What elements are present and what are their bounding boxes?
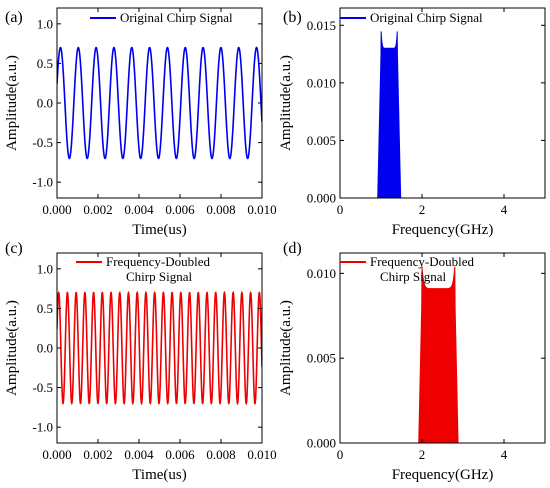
panel-label: (a) bbox=[5, 9, 23, 26]
y-tick-label: -1.0 bbox=[32, 175, 53, 190]
legend: Original Chirp Signal bbox=[340, 10, 483, 25]
y-tick-label: 0.5 bbox=[37, 301, 53, 316]
y-tick-label: 0.005 bbox=[307, 133, 336, 148]
x-tick-label: 0.004 bbox=[124, 447, 154, 462]
x-tick-label: 0.000 bbox=[42, 202, 71, 217]
plot-frame bbox=[339, 252, 546, 444]
x-tick-label: 0.002 bbox=[83, 202, 112, 217]
spectrum-area bbox=[418, 266, 459, 443]
plot-frame bbox=[56, 7, 263, 199]
panel-b: 0 2 4 0.000 0.005 0.010 0.015 Frequency(GHz) Amp… bbox=[278, 7, 546, 238]
legend-entry: Original Chirp Signal bbox=[370, 10, 483, 25]
legend: Original Chirp Signal bbox=[90, 10, 233, 25]
y-tick-label: 0.005 bbox=[307, 351, 336, 366]
y-tick-label: 0.010 bbox=[307, 75, 336, 90]
x-tick-label: 2 bbox=[419, 202, 426, 217]
y-tick-label: 0.010 bbox=[307, 266, 336, 281]
panel-label: (b) bbox=[283, 9, 302, 26]
x-axis-label: Frequency(GHz) bbox=[392, 222, 494, 238]
x-tick-label: 0.008 bbox=[206, 447, 235, 462]
panel-a: 0.000 0.002 0.004 0.006 0.008 0.010 -1.0 -0.5 0.… bbox=[4, 7, 277, 238]
x-tick-label: 0.000 bbox=[42, 447, 71, 462]
y-tick-label: 0.0 bbox=[37, 96, 53, 111]
y-tick-label: 0.5 bbox=[37, 56, 53, 71]
y-tick-label: -0.5 bbox=[32, 135, 53, 150]
spectrum-area bbox=[377, 31, 402, 198]
y-axis-label: Amplitude(a.u.) bbox=[278, 55, 294, 151]
y-tick-label: 0.000 bbox=[307, 436, 336, 451]
x-tick-label: 0.010 bbox=[247, 447, 276, 462]
legend-entry-line2: Chirp Signal bbox=[380, 269, 446, 284]
x-tick-label: 0.010 bbox=[247, 202, 276, 217]
x-axis-label: Frequency(GHz) bbox=[392, 467, 494, 483]
y-axis-label: Amplitude(a.u.) bbox=[278, 300, 294, 396]
y-axis-label: Amplitude(a.u.) bbox=[4, 300, 20, 396]
x-tick-label: 0.002 bbox=[83, 447, 112, 462]
x-tick-label: 0 bbox=[337, 447, 344, 462]
x-tick-label: 2 bbox=[419, 447, 426, 462]
legend-entry-line2: Chirp Signal bbox=[126, 269, 192, 284]
x-axis-label: Time(us) bbox=[132, 222, 186, 238]
panel-c: 0.000 0.002 0.004 0.006 0.008 0.010 -1.0 -0.5 0.… bbox=[4, 240, 277, 483]
x-tick-label: 4 bbox=[501, 447, 508, 462]
signal-line bbox=[57, 290, 262, 406]
x-axis-label: Time(us) bbox=[132, 467, 186, 483]
x-tick-label: 0.006 bbox=[165, 202, 195, 217]
y-tick-label: 0.000 bbox=[307, 191, 336, 206]
legend-entry-line1: Frequency-Doubled bbox=[106, 254, 210, 269]
y-tick-label: 1.0 bbox=[37, 261, 53, 276]
y-tick-label: -1.0 bbox=[32, 420, 53, 435]
legend-entry-line1: Frequency-Doubled bbox=[370, 254, 474, 269]
legend-entry: Original Chirp Signal bbox=[120, 10, 233, 25]
x-tick-label: 0 bbox=[337, 202, 344, 217]
y-tick-label: 0.015 bbox=[307, 18, 336, 33]
x-tick-label: 0.008 bbox=[206, 202, 235, 217]
x-tick-label: 0.006 bbox=[165, 447, 195, 462]
x-tick-label: 4 bbox=[501, 202, 508, 217]
y-tick-label: 1.0 bbox=[37, 16, 53, 31]
y-tick-label: 0.0 bbox=[37, 341, 53, 356]
panel-d: 0 2 4 0.000 0.005 0.010 Frequency(GHz) Amplitud… bbox=[278, 240, 546, 483]
panel-label: (c) bbox=[5, 240, 23, 257]
signal-line bbox=[57, 46, 262, 160]
panel-label: (d) bbox=[283, 240, 302, 257]
y-tick-label: -0.5 bbox=[32, 380, 53, 395]
plot-frame bbox=[339, 7, 546, 199]
x-tick-label: 0.004 bbox=[124, 202, 154, 217]
y-axis-label: Amplitude(a.u.) bbox=[4, 55, 20, 151]
